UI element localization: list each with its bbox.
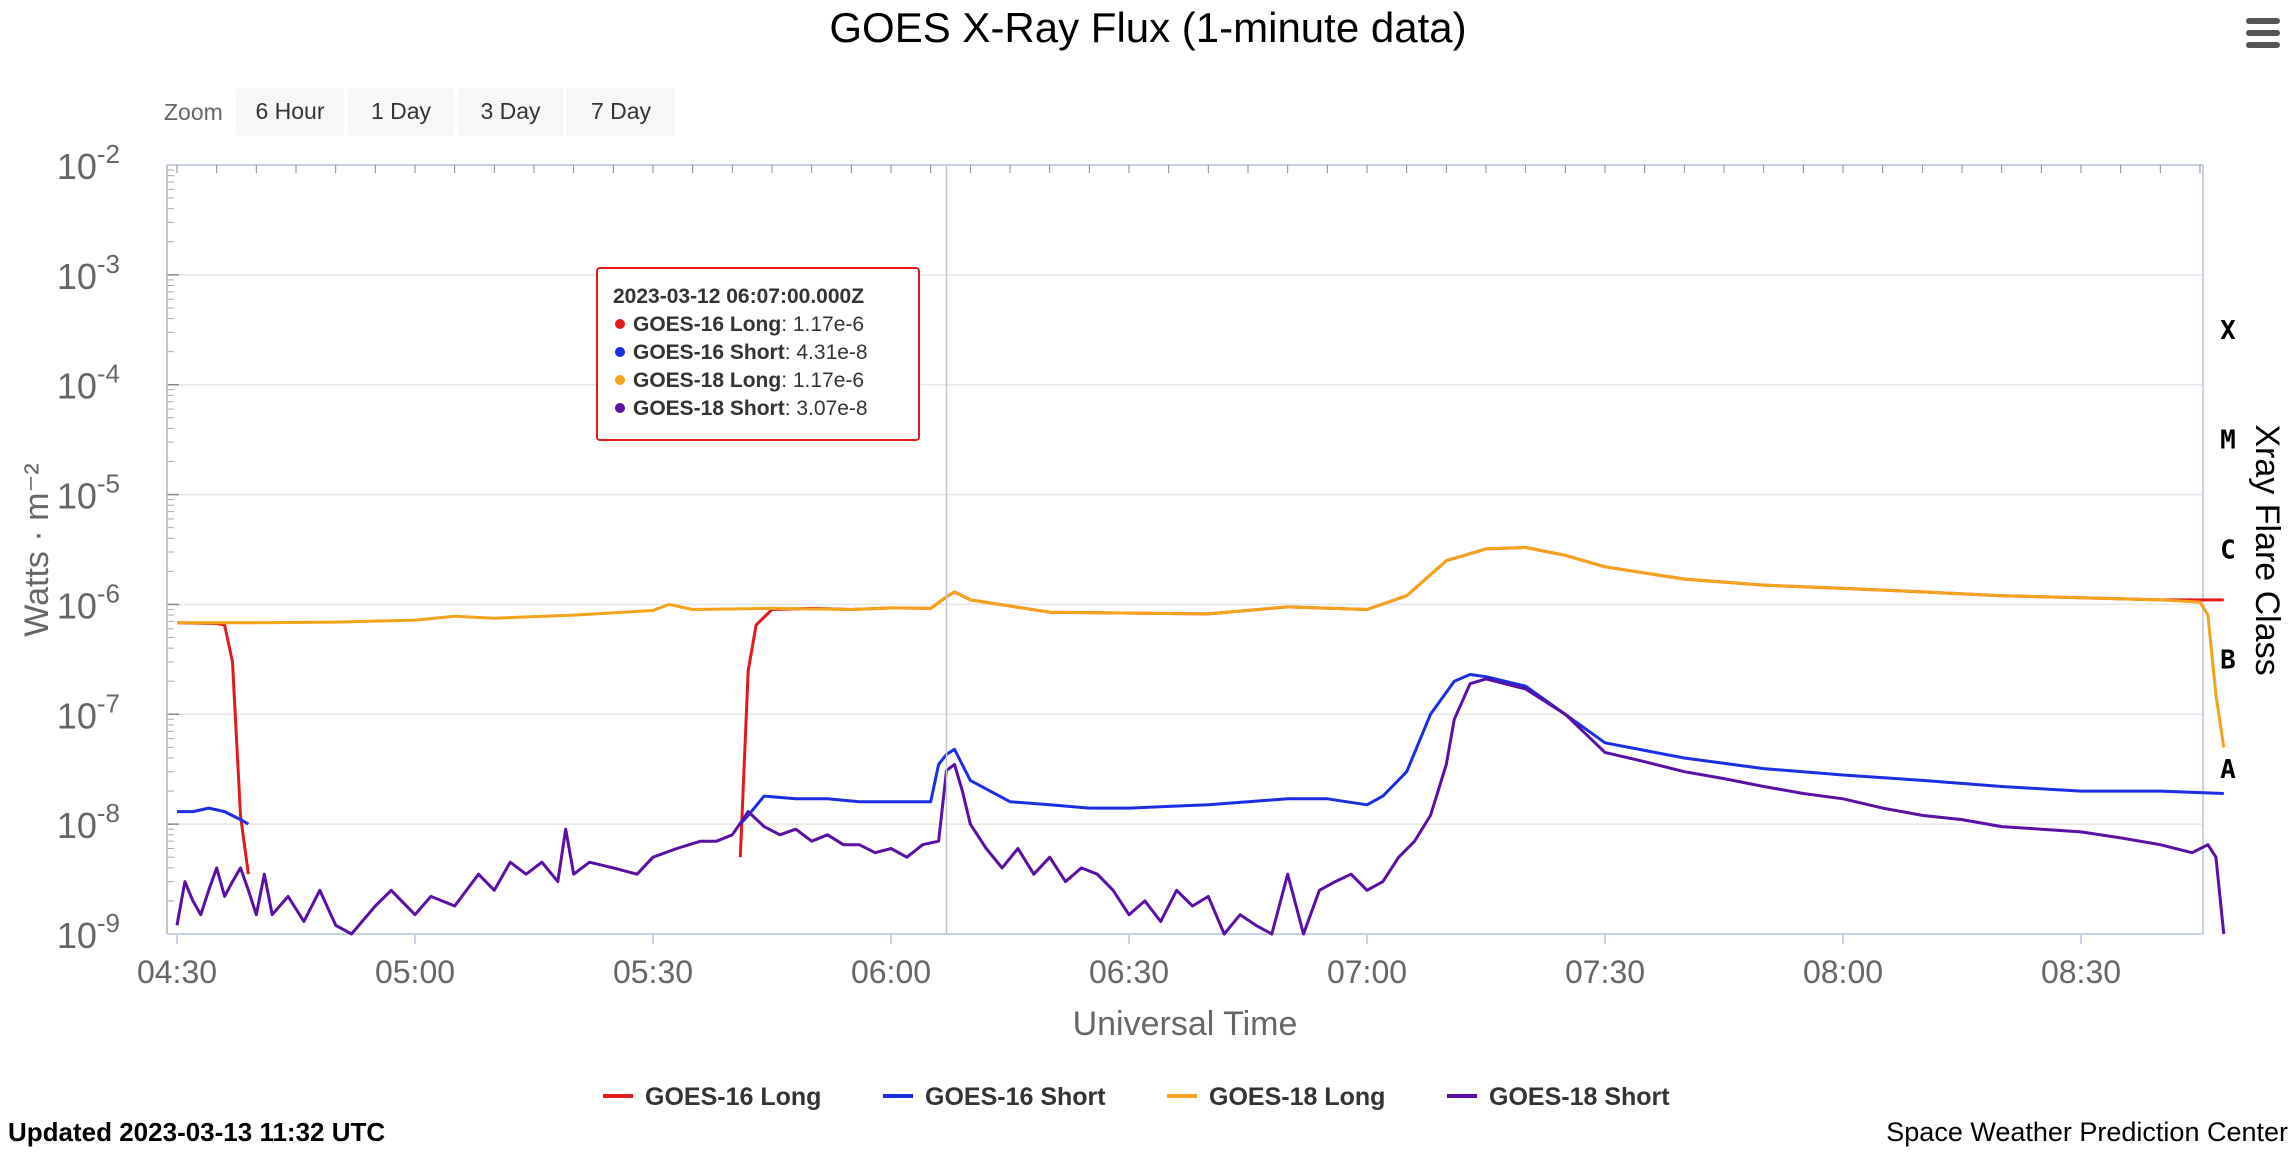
- x-tick-label: 07:00: [1327, 954, 1407, 990]
- flare-class-label-a: A: [2220, 755, 2236, 785]
- flare-class-label-x: X: [2220, 316, 2236, 346]
- zoom-button-label: 7 Day: [591, 98, 652, 124]
- hamburger-menu-icon[interactable]: [2246, 18, 2280, 48]
- y-tick-label: 10-3: [57, 249, 120, 297]
- tooltip-frame: [596, 267, 920, 441]
- zoom-button-bg: [567, 88, 675, 136]
- y-axis-title: Watts · m⁻²: [18, 463, 56, 636]
- x-tick-label: 04:30: [137, 954, 217, 990]
- legend-label: GOES-18 Short: [1489, 1083, 1670, 1111]
- zoom-button-6-hour[interactable]: 6 Hour: [236, 88, 344, 136]
- flare-class-label-c: C: [2220, 536, 2236, 566]
- y-tick-label: 10-8: [57, 798, 120, 846]
- legend-label: GOES-16 Short: [925, 1083, 1106, 1111]
- x-tick-label: 08:00: [1803, 954, 1883, 990]
- zoom-button-3-day[interactable]: 3 Day: [458, 88, 563, 136]
- x-tick-label: 05:00: [375, 954, 455, 990]
- y-tick-label: 10-9: [57, 908, 120, 956]
- zoom-button-1-day[interactable]: 1 Day: [348, 88, 454, 136]
- credit-text: Space Weather Prediction Center: [1886, 1117, 2288, 1147]
- y-tick-label: 10-7: [57, 688, 120, 736]
- zoom-button-label: 6 Hour: [255, 98, 324, 124]
- zoom-button-bg: [236, 88, 344, 136]
- series-line-goes-18-short: [175, 677, 2226, 936]
- tooltip-time: 2023-03-12 06:07:00.000Z: [613, 285, 864, 308]
- y-tick-label: 10-6: [57, 578, 120, 626]
- series-line-goes-18-long: [177, 546, 2226, 748]
- tooltip-row: GOES-16 Long: 1.17e-6: [633, 313, 864, 336]
- x-axis-title: Universal Time: [1073, 1005, 1298, 1043]
- series-line-goes-16-short: [177, 673, 2224, 826]
- legend-item-goes-16-long[interactable]: GOES-16 Long: [603, 1083, 821, 1111]
- y-tick-label: 10-4: [57, 359, 120, 407]
- zoom-label: Zoom: [164, 99, 223, 125]
- y-tick-label: 10-2: [57, 139, 120, 187]
- zoom-button-bg: [348, 88, 454, 136]
- y-tick-label: 10-5: [57, 469, 120, 517]
- legend-label: GOES-18 Long: [1209, 1083, 1385, 1111]
- zoom-button-7-day[interactable]: 7 Day: [567, 88, 675, 136]
- tooltip-marker: [615, 347, 625, 357]
- tooltip-marker: [615, 375, 625, 385]
- zoom-button-label: 3 Day: [480, 98, 541, 124]
- legend-item-goes-18-long[interactable]: GOES-18 Long: [1167, 1083, 1385, 1111]
- updated-timestamp: Updated 2023-03-13 11:32 UTC: [8, 1117, 385, 1147]
- zoom-button-label: 1 Day: [371, 98, 432, 124]
- x-tick-label: 06:00: [851, 954, 931, 990]
- x-tick-label: 05:30: [613, 954, 693, 990]
- tooltip-marker: [615, 403, 625, 413]
- legend-label: GOES-16 Long: [645, 1083, 821, 1111]
- x-tick-label: 07:30: [1565, 954, 1645, 990]
- flare-class-label-b: B: [2220, 645, 2236, 675]
- flare-class-label-m: M: [2220, 426, 2236, 456]
- tooltip-box: 2023-03-12 06:07:00.000Z GOES-16 Long: 1.…: [596, 267, 920, 441]
- legend-item-goes-16-short[interactable]: GOES-16 Short: [883, 1083, 1106, 1111]
- y2-axis-title: Xray Flare Class: [2248, 424, 2286, 675]
- x-tick-label: 06:30: [1089, 954, 1169, 990]
- zoom-button-bg: [458, 88, 563, 136]
- chart-title: GOES X-Ray Flux (1-minute data): [829, 4, 1466, 51]
- series-line-goes-16-long: [176, 546, 2224, 875]
- x-tick-label: 08:30: [2041, 954, 2121, 990]
- tooltip-row: GOES-16 Short: 4.31e-8: [633, 341, 868, 364]
- legend-item-goes-18-short[interactable]: GOES-18 Short: [1447, 1083, 1670, 1111]
- tooltip-row: GOES-18 Short: 3.07e-8: [633, 397, 868, 420]
- tooltip-row: GOES-18 Long: 1.17e-6: [633, 369, 864, 392]
- tooltip-marker: [615, 319, 625, 329]
